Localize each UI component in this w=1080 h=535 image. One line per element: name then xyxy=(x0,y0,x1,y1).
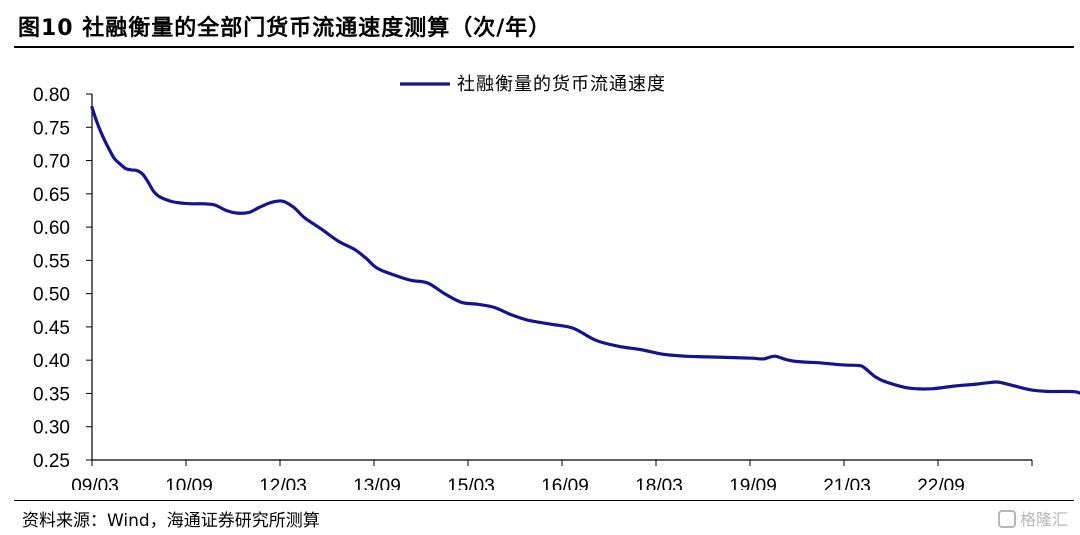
y-tick-label: 0.80 xyxy=(33,85,70,106)
chart-title: 图10 社融衡量的全部门货币流通速度测算（次/年） xyxy=(18,16,552,41)
x-tick-label: 19/09 xyxy=(729,476,777,490)
x-tick-label: 18/03 xyxy=(635,476,683,490)
legend-label: 社融衡量的货币流通速度 xyxy=(457,74,666,95)
y-tick-label: 0.40 xyxy=(33,351,70,372)
axes: 0.80 0.75 0.70 0.65 0.60 0.55 0.50 0.45 0.40 0.35… xyxy=(33,85,1033,490)
title-divider xyxy=(14,46,1074,48)
x-tick-label: 12/03 xyxy=(259,476,307,490)
y-tick-label: 0.75 xyxy=(33,118,70,139)
y-tick-label: 0.25 xyxy=(33,451,70,472)
x-tick-label: 21/03 xyxy=(823,476,871,490)
series-layer xyxy=(90,105,1080,395)
y-tick-label: 0.55 xyxy=(33,251,70,272)
x-tick-label: 22/09 xyxy=(917,476,965,490)
x-tick-label: 13/09 xyxy=(353,476,401,490)
x-tick-label: 16/09 xyxy=(541,476,589,490)
line-chart: 0.80 0.75 0.70 0.65 0.60 0.55 0.50 0.45 0.40 0.35… xyxy=(33,74,1080,490)
x-tick-label: 15/03 xyxy=(447,476,495,490)
watermark: 格隆汇 xyxy=(997,506,1068,530)
footer-divider xyxy=(14,500,1074,501)
source-note: 资料来源：Wind，海通证券研究所测算 xyxy=(22,511,320,531)
y-tick-label: 0.45 xyxy=(33,318,70,339)
y-tick-label: 0.70 xyxy=(33,152,70,173)
y-tick-label: 0.30 xyxy=(33,418,70,439)
series-line xyxy=(90,105,1080,395)
y-tick-label: 0.65 xyxy=(33,185,70,206)
legend: 社融衡量的货币流通速度 xyxy=(400,74,666,95)
y-tick-label: 0.60 xyxy=(33,218,70,239)
watermark-logo-icon xyxy=(997,510,1016,528)
watermark-text: 格隆汇 xyxy=(1019,510,1068,529)
y-tick-label: 0.50 xyxy=(33,285,70,306)
y-tick-label: 0.35 xyxy=(33,384,70,405)
x-tick-label: 10/09 xyxy=(165,476,213,490)
x-tick-label: 09/03 xyxy=(71,476,119,490)
